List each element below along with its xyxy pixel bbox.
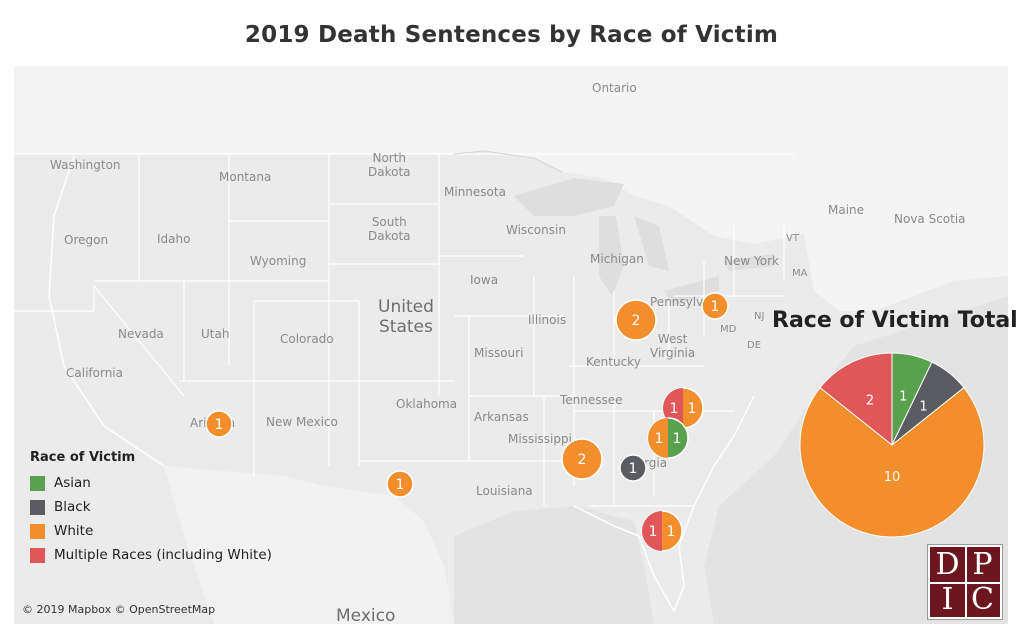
map-label-nova-scotia: Nova Scotia xyxy=(894,212,966,226)
map-label-oregon: Oregon xyxy=(64,233,109,247)
pie-slice-multiple[interactable] xyxy=(819,352,893,447)
logo-letter-c: C xyxy=(971,582,994,617)
map-label-washington: Washington xyxy=(50,158,121,172)
map-label-south-dakota: South Dakota xyxy=(368,215,411,243)
bubble-south-carolina[interactable]: 1 1 xyxy=(646,416,690,460)
bubble-alabama[interactable]: 2 xyxy=(560,437,604,481)
bubble-pennsylvania-label: 1 xyxy=(711,299,720,315)
chart-title: 2019 Death Sentences by Race of Victim xyxy=(244,22,779,48)
map-label-missouri: Missouri xyxy=(474,346,524,360)
logo-letter-d: D xyxy=(930,547,967,584)
map-label-ma: MA xyxy=(792,268,808,279)
map-label-west-virginia: West Virginia xyxy=(650,332,696,360)
map-label-mississippi: Mississippi xyxy=(508,432,572,446)
bubble-arizona-label: 1 xyxy=(215,417,224,433)
bubble-ohio[interactable]: 2 xyxy=(614,298,658,342)
map-label-mexico: Mexico xyxy=(336,606,396,624)
pie-label-white: 10 xyxy=(884,470,901,485)
bubble-fl-white-label: 1 xyxy=(667,524,676,540)
legend-label-multiple: Multiple Races (including White) xyxy=(54,547,272,563)
bubble-nc-multiple-label: 1 xyxy=(670,401,679,417)
map-label-ontario: Ontario xyxy=(592,81,637,95)
map-label-idaho: Idaho xyxy=(157,232,191,246)
map-label-oklahoma: Oklahoma xyxy=(396,397,458,411)
legend-item-black[interactable]: Black xyxy=(30,495,272,519)
pie-label-asian: 1 xyxy=(899,390,907,405)
map-basemap xyxy=(14,66,1008,624)
logo-letter-p: P xyxy=(965,547,1000,584)
legend-swatch-multiple xyxy=(30,547,45,563)
map-label-united-states: United States xyxy=(378,297,434,337)
dpic-logo: D P I C xyxy=(928,545,1002,619)
map-label-iowa: Iowa xyxy=(470,273,499,287)
map-label-new-york: New York xyxy=(724,254,779,268)
map-label-wyoming: Wyoming xyxy=(250,254,307,268)
map-label-de: DE xyxy=(747,340,762,351)
bubble-nc-white-label: 1 xyxy=(688,401,697,417)
bubble-florida[interactable]: 1 1 xyxy=(640,509,684,553)
legend-item-multiple[interactable]: Multiple Races (including White) xyxy=(30,543,272,567)
map-area[interactable]: Ontario Washington Montana North Dakota … xyxy=(14,66,1008,624)
pie-chart[interactable]: 11 10 2 xyxy=(797,350,987,540)
map-label-nj: NJ xyxy=(754,311,765,322)
map-label-california: California xyxy=(66,366,123,380)
map-label-montana: Montana xyxy=(219,170,272,184)
bubble-sc-asian-label: 1 xyxy=(673,431,682,447)
map-label-minnesota: Minnesota xyxy=(444,185,506,199)
map-label-maine: Maine xyxy=(828,203,865,217)
map-credit: © 2019 Mapbox © OpenStreetMap xyxy=(22,603,216,616)
bubble-texas[interactable]: 1 xyxy=(385,469,415,499)
legend-swatch-black xyxy=(30,499,45,515)
map-label-tennessee: Tennessee xyxy=(560,393,623,407)
map-label-louisiana: Louisiana xyxy=(476,484,533,498)
bubble-georgia[interactable]: 1 xyxy=(618,453,648,483)
map-label-md: MD xyxy=(720,324,737,335)
pie-title: Race of Victim Total xyxy=(772,308,1018,333)
bubble-pennsylvania[interactable]: 1 xyxy=(700,291,730,321)
bubble-sc-white-label: 1 xyxy=(655,431,664,447)
bubble-ohio-label: 2 xyxy=(632,313,641,329)
map-label-north-dakota: North Dakota xyxy=(368,151,411,179)
map-label-new-mexico: New Mexico xyxy=(266,415,338,429)
legend-swatch-asian xyxy=(30,475,45,491)
legend: Race of Victim Asian Black White Multipl… xyxy=(30,450,272,567)
legend-label-white: White xyxy=(54,523,94,539)
legend-swatch-white xyxy=(30,523,45,539)
legend-title: Race of Victim xyxy=(30,450,136,465)
map-label-wisconsin: Wisconsin xyxy=(506,223,566,237)
legend-item-white[interactable]: White xyxy=(30,519,272,543)
pie-label-black: 1 xyxy=(919,399,927,414)
bubble-arizona[interactable]: 1 xyxy=(204,409,234,439)
bubble-georgia-label: 1 xyxy=(629,461,638,477)
bubble-alabama-label: 2 xyxy=(578,452,587,468)
legend-label-black: Black xyxy=(54,499,91,515)
logo-letter-i: I xyxy=(930,582,967,617)
map-label-utah: Utah xyxy=(201,327,230,341)
map-label-kentucky: Kentucky xyxy=(586,355,641,369)
legend-item-asian[interactable]: Asian xyxy=(30,471,272,495)
pie-slice-white[interactable] xyxy=(799,386,985,538)
map-label-vt: VT xyxy=(786,233,799,244)
map-label-michigan: Michigan xyxy=(590,252,644,266)
bubble-fl-multiple-label: 1 xyxy=(649,524,658,540)
map-label-arkansas: Arkansas xyxy=(474,410,529,424)
legend-label-asian: Asian xyxy=(54,475,91,491)
map-label-nevada: Nevada xyxy=(118,327,164,341)
map-label-colorado: Colorado xyxy=(280,332,334,346)
bubble-texas-label: 1 xyxy=(396,477,405,493)
map-label-illinois: Illinois xyxy=(528,313,567,327)
pie-label-multiple: 2 xyxy=(866,393,874,408)
